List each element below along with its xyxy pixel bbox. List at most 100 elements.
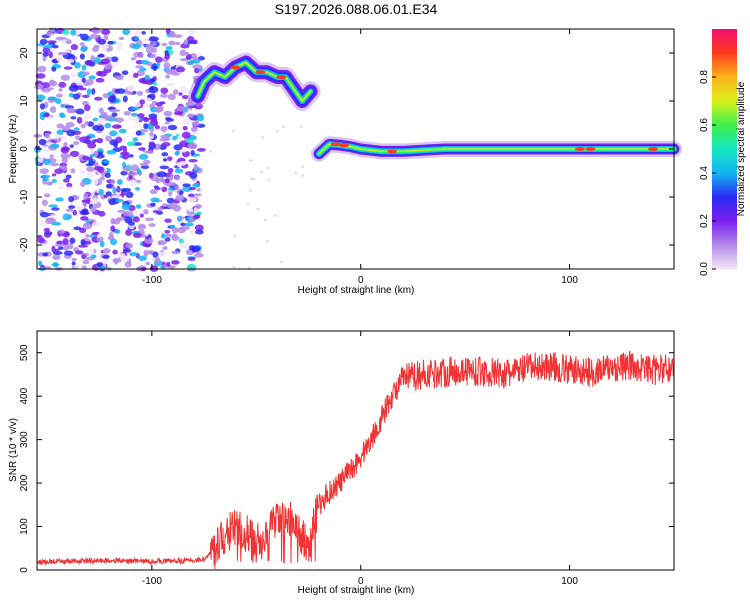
heatmap-y-ticks: -20 -10 0 10 20 [19, 47, 674, 252]
heatmap-noise-blob [148, 141, 155, 146]
heatmap-noise-blob [49, 154, 54, 159]
heatmap-noise-blob [196, 188, 201, 192]
heatmap-noise-blob [93, 197, 98, 205]
heatmap-noise-blob [74, 62, 81, 69]
heatmap-noise-blob [56, 56, 63, 63]
heatmap-speckle [249, 158, 253, 162]
heatmap-noise-blob [90, 254, 97, 259]
heatmap-noise-blob [58, 88, 63, 92]
heatmap-noise-blob [45, 44, 55, 49]
heatmap-noise-blob [116, 185, 121, 193]
heatmap-noise-blob [140, 59, 150, 65]
heatmap-noise-blob [169, 182, 177, 187]
heatmap-noise-blob [95, 77, 105, 83]
heatmap-noise-blob [106, 149, 117, 155]
heatmap-speckle [265, 240, 269, 243]
heatmap-noise-blob [131, 43, 141, 50]
heatmap-noise-blob [96, 233, 102, 238]
heatmap-noise-blob [172, 135, 177, 141]
heatmap-noise-blob [122, 161, 127, 169]
heatmap-noise-blob [171, 235, 180, 242]
heatmap-noise-blob [139, 67, 147, 72]
heatmap-noise-blob [103, 194, 108, 198]
heatmap-noise-blob [121, 70, 129, 75]
snr-y-tick-label: 100 [19, 518, 30, 535]
heatmap-noise-blob [91, 88, 96, 95]
heatmap-speckle [273, 214, 277, 217]
heatmap-noise-blob [39, 211, 50, 218]
heatmap-noise-blob [89, 206, 97, 213]
heatmap-noise-blob [132, 232, 142, 238]
heatmap-noise-blob [41, 199, 48, 207]
snr-x-tick-label: -100 [142, 576, 162, 587]
snr-y-axis-label: SNR (10 * v/v) [8, 418, 19, 482]
heatmap-noise-blob [97, 118, 107, 124]
heatmap-noise-blob [58, 229, 66, 234]
heatmap-noise-blob [157, 240, 163, 246]
heatmap-noise-blob [102, 255, 110, 259]
heatmap-noise-blob [134, 29, 142, 37]
heatmap-noise-blob [177, 178, 185, 185]
heatmap-noise-blob [142, 116, 149, 121]
heatmap-noise-blob [81, 77, 87, 83]
colorbar-gradient [712, 29, 737, 269]
heatmap-noise-blob [174, 168, 184, 174]
heatmap-noise-blob [110, 179, 116, 185]
heatmap-noise-blob [43, 193, 51, 198]
heatmap-hotspot [648, 147, 659, 151]
heatmap-noise-blob [186, 113, 194, 119]
heatmap-y-tick-label: -20 [19, 237, 30, 252]
heatmap-noise-blob [51, 221, 62, 226]
heatmap-noise-blob [69, 237, 76, 244]
heatmap-noise-blob [167, 202, 178, 210]
heatmap-noise-blob [182, 125, 188, 131]
heatmap-noise-blob [118, 36, 125, 41]
heatmap-noise-blob [178, 216, 185, 221]
heatmap-noise-blob [174, 175, 180, 181]
heatmap-noise-blob [157, 207, 163, 211]
heatmap-noise-blob [68, 85, 79, 92]
heatmap-noise-blob [126, 172, 137, 176]
heatmap-noise-blob [113, 75, 122, 79]
heatmap-noise-blob [34, 83, 44, 90]
snr-x-tick-label: 0 [358, 576, 364, 587]
heatmap-hotspot [230, 65, 241, 70]
heatmap-noise-blob [164, 237, 171, 242]
heatmap-noise-blob [175, 194, 185, 201]
heatmap-noise-blob [75, 204, 85, 211]
heatmap-noise-blob [180, 43, 190, 49]
heatmap-noise-blob [87, 121, 94, 127]
heatmap-noise-blob [105, 135, 113, 142]
heatmap-noise-blob [185, 53, 192, 60]
heatmap-speckle [266, 166, 270, 170]
heatmap-noise-blob [188, 172, 198, 179]
heatmap-noise-blob [161, 142, 171, 147]
heatmap-speckle [232, 265, 236, 269]
heatmap-noise-blob [34, 145, 41, 150]
heatmap-noise-blob [189, 186, 196, 191]
heatmap-noise-blob [99, 240, 105, 248]
heatmap-noise-blob [130, 164, 140, 172]
heatmap-noise-blob [39, 168, 49, 174]
heatmap-noise-blob [130, 57, 137, 61]
heatmap-noise-layer [32, 27, 305, 272]
heatmap-noise-blob [174, 151, 180, 156]
heatmap-noise-blob [68, 205, 76, 209]
heatmap-speckle [247, 266, 251, 269]
heatmap-noise-blob [51, 263, 60, 267]
heatmap-noise-blob [138, 52, 144, 59]
heatmap-noise-blob [196, 114, 205, 122]
heatmap-noise-blob [93, 138, 99, 143]
heatmap-noise-blob [56, 240, 63, 245]
heatmap-noise-blob [70, 116, 77, 120]
heatmap-noise-blob [167, 93, 176, 101]
heatmap-noise-blob [49, 143, 60, 149]
heatmap-noise-blob [180, 226, 190, 231]
snr-frame [36, 330, 675, 571]
heatmap-noise-blob [112, 219, 121, 225]
heatmap-noise-blob [139, 213, 144, 218]
heatmap-noise-blob [81, 209, 89, 216]
heatmap-noise-blob [144, 103, 152, 109]
